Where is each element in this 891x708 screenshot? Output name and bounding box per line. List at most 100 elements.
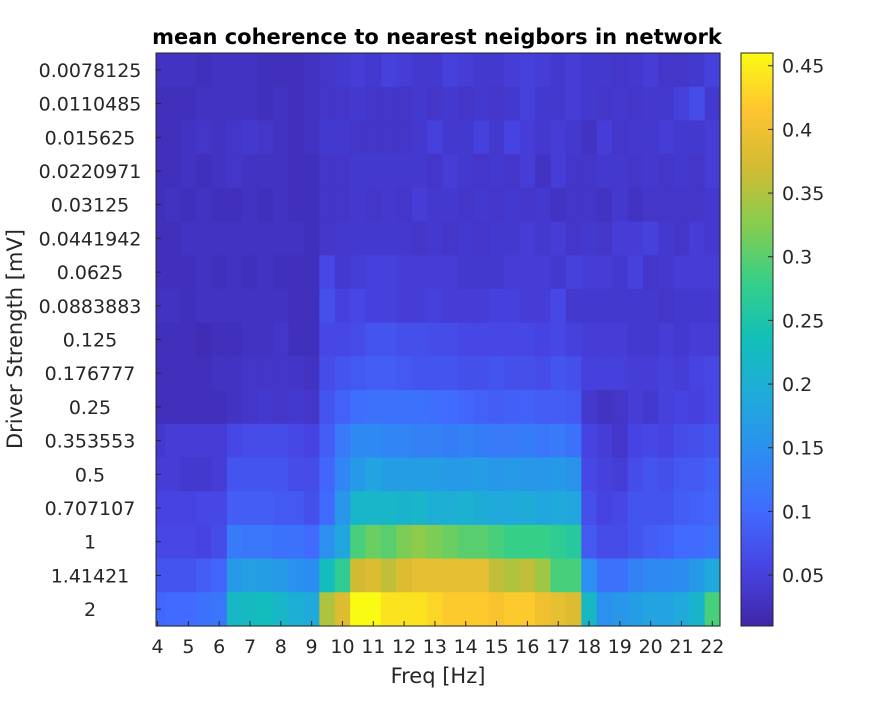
heatmap-cell (303, 322, 320, 357)
heatmap-cell (550, 187, 567, 223)
heatmap-cell (565, 154, 582, 189)
heatmap-cell (226, 457, 243, 492)
heatmap-cell (519, 390, 536, 425)
heatmap-cell (658, 491, 675, 526)
heatmap-cell (519, 558, 536, 593)
heatmap-cell (673, 592, 690, 627)
heatmap-cell (673, 288, 690, 324)
heatmap-cell (596, 356, 613, 391)
heatmap-cell (596, 187, 613, 223)
heatmap-cell (627, 423, 644, 459)
heatmap-cell (519, 592, 536, 627)
heatmap-cell (612, 524, 629, 560)
heatmap-cell (303, 592, 320, 627)
heatmap-cell (180, 356, 197, 391)
heatmap-cell (458, 53, 475, 88)
heatmap-cell (627, 322, 644, 357)
heatmap-cell (488, 592, 505, 627)
heatmap-cell (442, 288, 459, 324)
heatmap-cell (242, 154, 259, 189)
heatmap-cell (288, 592, 305, 627)
heatmap-cell (473, 53, 490, 88)
heatmap-cell (704, 255, 721, 290)
heatmap-cell (612, 221, 629, 256)
x-tick-label: 17 (546, 636, 570, 658)
heatmap-cell (196, 423, 213, 459)
heatmap-cell (488, 187, 505, 223)
heatmap-cell (350, 288, 367, 324)
heatmap-cell (658, 255, 675, 290)
heatmap-cell (612, 423, 629, 459)
heatmap-cell (319, 423, 336, 459)
heatmap-cell (196, 322, 213, 357)
heatmap-cell (658, 356, 675, 391)
heatmap-cell (704, 187, 721, 223)
heatmap-cell (519, 322, 536, 357)
heatmap-cell (581, 322, 598, 357)
heatmap-cell (334, 322, 351, 357)
heatmap-cell (288, 524, 305, 560)
heatmap-cell (627, 120, 644, 155)
heatmap-cell (273, 356, 290, 391)
x-tick-label: 14 (454, 636, 478, 658)
heatmap-cell (334, 288, 351, 324)
heatmap-cell (226, 558, 243, 593)
heatmap-cell (689, 558, 706, 593)
heatmap-cell (242, 356, 259, 391)
heatmap-cell (380, 457, 397, 492)
heatmap-cell (334, 592, 351, 627)
heatmap-cell (504, 390, 521, 425)
heatmap-cell (473, 221, 490, 256)
heatmap-cell (596, 390, 613, 425)
heatmap-cell (257, 187, 274, 223)
heatmap-cell (226, 154, 243, 189)
heatmap-cell (565, 423, 582, 459)
heatmap-cell (565, 53, 582, 88)
heatmap-cell (319, 120, 336, 155)
heatmap-cell (350, 221, 367, 256)
heatmap-cell (442, 187, 459, 223)
heatmap-cell (689, 423, 706, 459)
heatmap-cell (380, 187, 397, 223)
heatmap-cell (273, 53, 290, 88)
heatmap-cell (288, 53, 305, 88)
heatmap-cell (581, 86, 598, 122)
x-tick-label: 21 (669, 636, 693, 658)
heatmap-cell (550, 86, 567, 122)
x-tick-label: 19 (608, 636, 632, 658)
x-tick-label: 16 (515, 636, 539, 658)
heatmap-cell (380, 120, 397, 155)
heatmap-cell (689, 524, 706, 560)
heatmap-cell (704, 558, 721, 593)
heatmap-cell (704, 53, 721, 88)
heatmap-cell (273, 221, 290, 256)
heatmap-cell (442, 86, 459, 122)
heatmap-cell (165, 86, 182, 122)
heatmap-cell (211, 221, 228, 256)
heatmap-cell (535, 255, 552, 290)
heatmap-cell (642, 86, 659, 122)
heatmap-cell (365, 457, 382, 492)
heatmap-cell (396, 390, 413, 425)
heatmap-cell (196, 154, 213, 189)
heatmap-cell (535, 356, 552, 391)
heatmap-cell (242, 288, 259, 324)
y-tick-label: 0.25 (69, 397, 111, 419)
x-tick-label: 9 (306, 636, 318, 658)
heatmap-cell (365, 491, 382, 526)
heatmap-cell (365, 187, 382, 223)
heatmap-cell (627, 221, 644, 256)
heatmap-cell (365, 592, 382, 627)
heatmap-cell (458, 120, 475, 155)
heatmap-cell (211, 558, 228, 593)
heatmap-cell (658, 423, 675, 459)
heatmap-cell (273, 423, 290, 459)
heatmap-cell (165, 255, 182, 290)
heatmap-cell (319, 491, 336, 526)
heatmap-cell (226, 491, 243, 526)
heatmap-cell (704, 120, 721, 155)
heatmap-cell (473, 356, 490, 391)
heatmap-cell (642, 356, 659, 391)
heatmap-cell (411, 255, 428, 290)
heatmap-cell (612, 322, 629, 357)
